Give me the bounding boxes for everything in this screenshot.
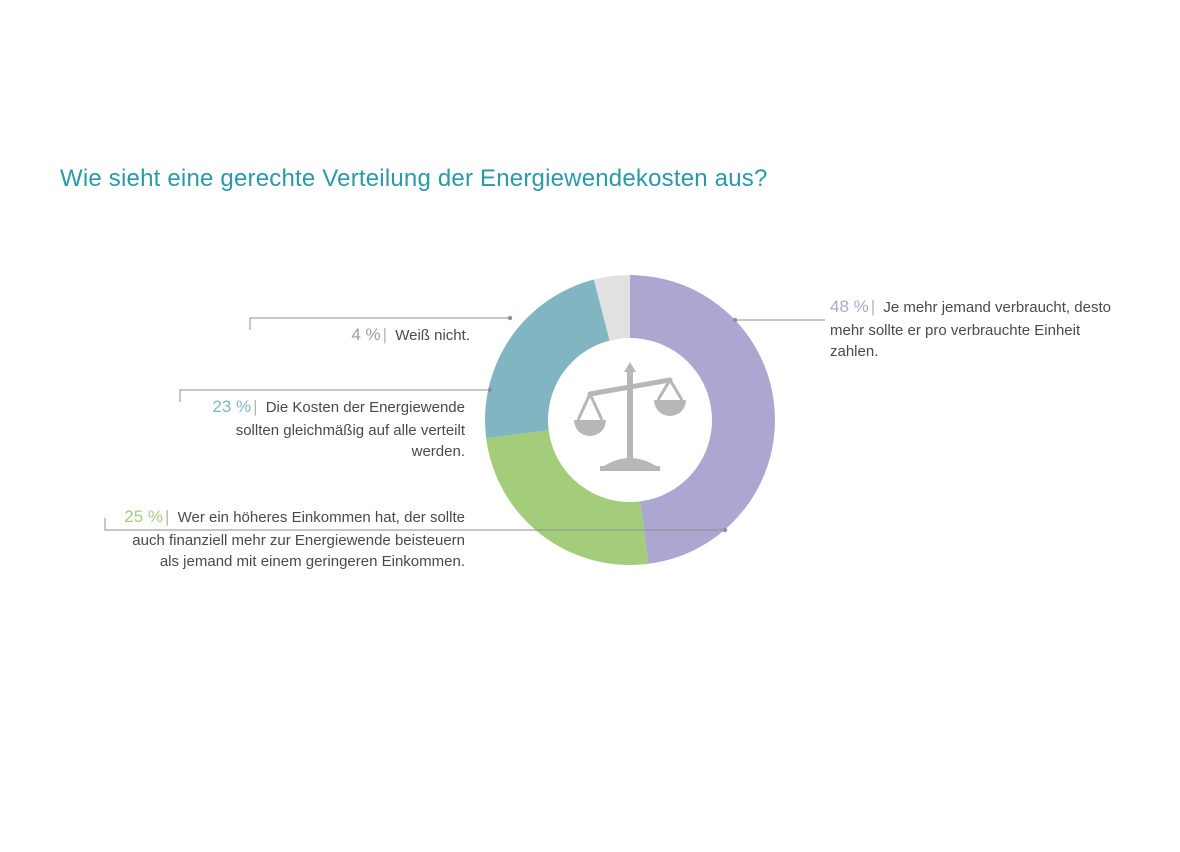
leader-dot-consumption <box>733 318 737 322</box>
separator: | <box>869 297 879 316</box>
chart-title: Wie sieht eine gerechte Verteilung der E… <box>60 165 768 193</box>
callout-consumption: 48 %| Je mehr jemand verbraucht, desto m… <box>830 295 1130 363</box>
pct-income: 25 % <box>124 507 163 526</box>
leader-dot-income <box>723 528 727 532</box>
scales-icon <box>549 339 711 501</box>
separator: | <box>251 397 261 416</box>
pct-consumption: 48 % <box>830 297 869 316</box>
callout-equal: 23 %| Die Kosten der Energiewende sollte… <box>195 395 465 463</box>
separator: | <box>163 507 173 526</box>
label-income: Wer ein höheres Einkommen hat, der sollt… <box>132 509 465 570</box>
infographic-page: Wie sieht eine gerechte Verteilung der E… <box>0 0 1180 852</box>
separator: | <box>381 325 391 344</box>
label-equal: Die Kosten der Energiewende sollten glei… <box>236 399 465 460</box>
label-dontknow: Weiß nicht. <box>391 327 470 344</box>
chart-area: 48 %| Je mehr jemand verbraucht, desto m… <box>0 230 1180 670</box>
pct-dontknow: 4 % <box>351 325 380 344</box>
leader-dot-equal <box>488 388 492 392</box>
pct-equal: 23 % <box>212 397 251 416</box>
leader-dot-dontknow <box>508 316 512 320</box>
callout-income: 25 %| Wer ein höheres Einkommen hat, der… <box>115 505 465 573</box>
callout-dontknow: 4 %| Weiß nicht. <box>260 323 470 348</box>
